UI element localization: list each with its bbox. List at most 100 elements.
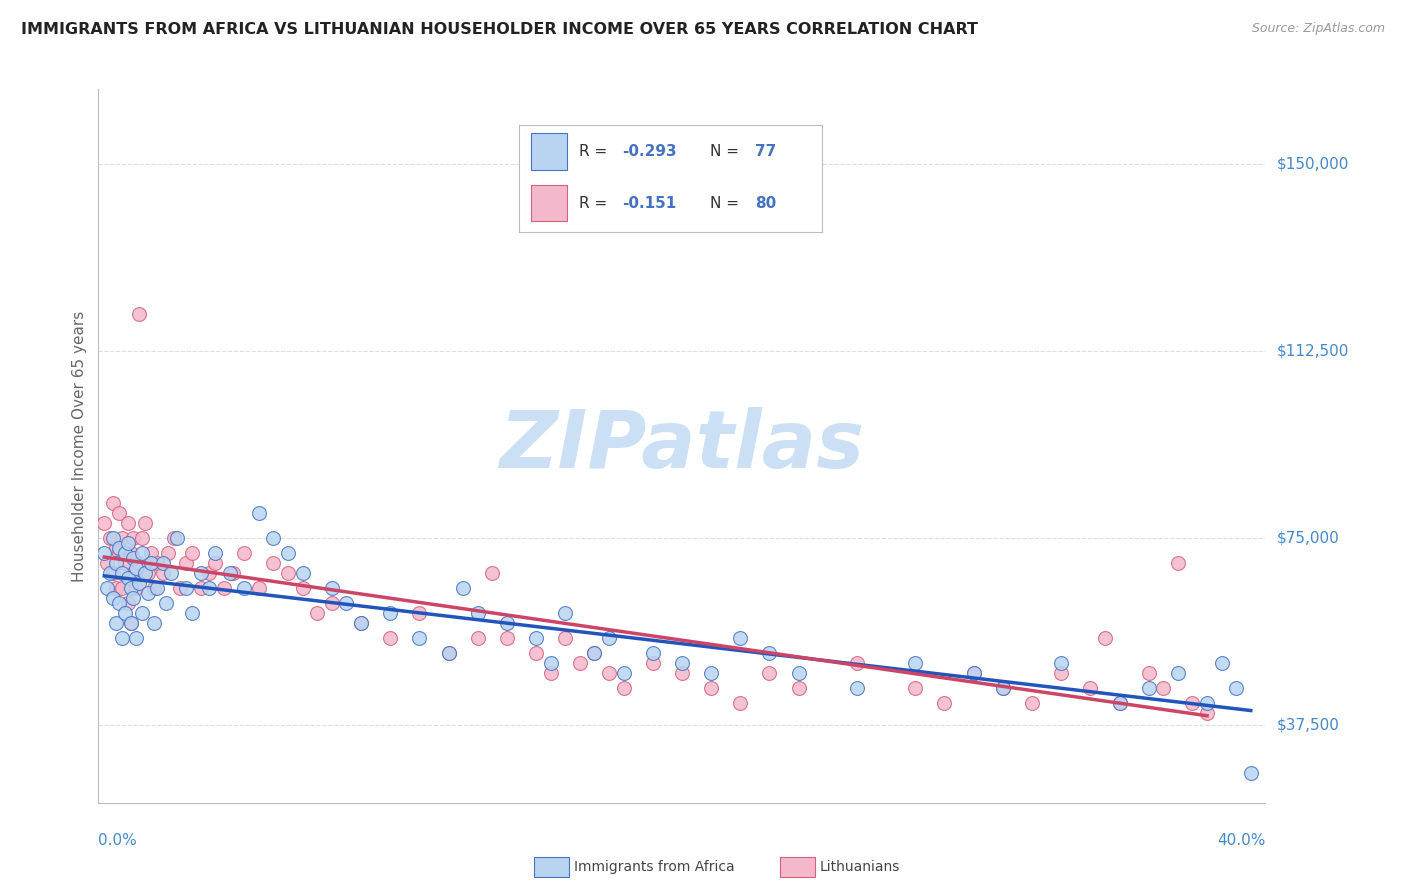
Bar [530,134,567,169]
Point [96,556,118,570]
Point [152,556,174,570]
Point [136,586,159,600]
Point [163,531,186,545]
Point [120,546,142,560]
Point [204,556,226,570]
Text: $150,000: $150,000 [1277,157,1348,171]
Point [98,566,121,581]
Point [1137,681,1160,695]
Point [117,536,139,550]
Point [262,531,284,545]
Point [101,566,124,581]
Point [180,606,202,620]
Text: 80: 80 [755,195,776,211]
Point [108,546,131,560]
Point [108,541,131,556]
Point [166,531,188,545]
Point [169,581,191,595]
Point [122,591,145,606]
Point [540,666,562,681]
Point [1137,666,1160,681]
Point [408,631,430,645]
Point [114,556,136,570]
Point [218,566,240,581]
Point [108,596,131,610]
Point [221,566,243,581]
Point [104,616,127,631]
Point [233,581,256,595]
Point [378,606,402,620]
Point [1021,696,1043,710]
Point [111,631,134,645]
Point [104,556,127,570]
Point [277,566,299,581]
Y-axis label: Householder Income Over 65 years: Householder Income Over 65 years [72,310,87,582]
Text: $112,500: $112,500 [1277,343,1348,359]
Point [583,646,606,660]
Text: 0.0%: 0.0% [98,833,138,848]
Point [335,596,357,610]
Point [128,576,150,591]
Point [437,646,460,660]
Point [451,581,474,595]
Point [139,556,162,570]
Point [122,566,145,581]
Point [991,681,1014,695]
Point [122,531,145,545]
Point [134,566,156,581]
Text: IMMIGRANTS FROM AFRICA VS LITHUANIAN HOUSEHOLDER INCOME OVER 65 YEARS CORRELATIO: IMMIGRANTS FROM AFRICA VS LITHUANIAN HOU… [21,22,979,37]
Point [991,681,1014,695]
Text: -0.151: -0.151 [621,195,676,211]
Point [120,581,142,595]
Point [131,546,153,560]
Point [125,581,148,595]
Point [277,546,299,560]
Point [291,581,314,595]
Point [1152,681,1174,695]
Point [728,631,751,645]
Point [160,566,183,581]
Text: Source: ZipAtlas.com: Source: ZipAtlas.com [1251,22,1385,36]
Point [671,656,693,670]
Point [131,531,153,545]
Point [247,507,270,521]
Point [1050,656,1073,670]
Text: 40.0%: 40.0% [1218,833,1265,848]
Point [495,616,517,631]
Point [671,666,693,681]
Point [728,696,751,710]
Text: ZIPatlas: ZIPatlas [499,407,865,485]
Point [787,666,810,681]
Point [157,546,180,560]
Point [1167,666,1189,681]
Point [641,646,664,660]
Point [190,581,212,595]
Point [934,696,956,710]
Point [787,681,810,695]
Point [598,666,620,681]
Point [142,581,165,595]
Point [142,616,165,631]
Point [321,596,343,610]
Point [174,581,197,595]
Point [101,496,124,510]
Point [136,566,159,581]
Point [437,646,460,660]
Point [128,307,150,321]
Point [962,666,984,681]
Point [845,681,868,695]
Point [190,566,212,581]
Point [111,566,134,581]
Point [1108,696,1130,710]
Point [378,631,402,645]
Point [101,591,124,606]
Point [233,546,256,560]
Point [481,566,503,581]
Point [111,531,134,545]
Point [904,681,927,695]
Point [583,646,606,660]
Point [146,556,169,570]
Text: Immigrants from Africa: Immigrants from Africa [574,860,734,874]
Point [321,581,343,595]
Point [524,646,547,660]
